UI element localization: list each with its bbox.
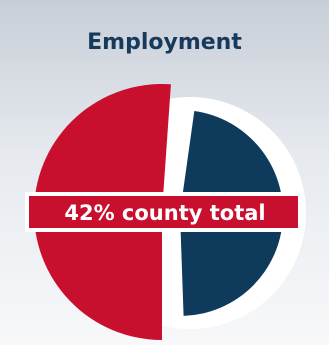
annotation-label: 42% county total: [64, 201, 265, 225]
chart-title: Employment: [87, 30, 242, 55]
annotation-banner-fill: [29, 196, 298, 228]
